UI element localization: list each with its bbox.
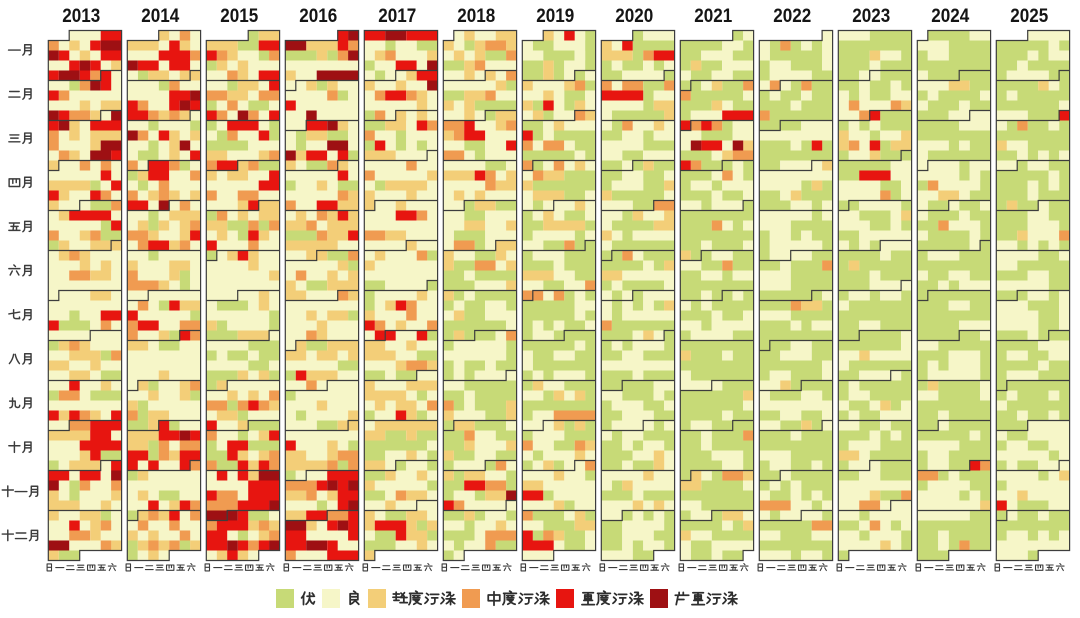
svg-text:2019: 2019 [536, 6, 574, 27]
svg-text:2025: 2025 [1010, 6, 1048, 27]
svg-text:2013: 2013 [62, 6, 100, 27]
svg-text:2022: 2022 [773, 6, 811, 27]
svg-text:2018: 2018 [457, 6, 495, 27]
svg-text:2021: 2021 [694, 6, 732, 27]
svg-text:2015: 2015 [220, 6, 258, 27]
svg-text:2014: 2014 [141, 6, 179, 27]
svg-text:2020: 2020 [615, 6, 653, 27]
svg-text:2016: 2016 [299, 6, 337, 27]
svg-text:2017: 2017 [378, 6, 416, 27]
svg-text:2024: 2024 [931, 6, 969, 27]
svg-text:2023: 2023 [852, 6, 890, 27]
